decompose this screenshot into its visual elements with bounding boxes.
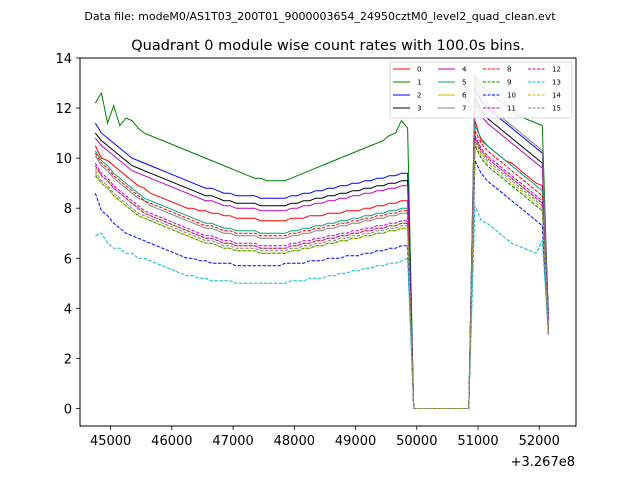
y-tick-label: 2 (64, 352, 72, 367)
legend-label-1: 1 (417, 79, 421, 87)
legend-label-5: 5 (462, 79, 466, 87)
legend-label-9: 9 (507, 79, 511, 87)
x-offset-label: +3.267e8 (511, 455, 575, 470)
y-tick-label: 6 (64, 252, 72, 267)
series-line-12 (94, 137, 549, 409)
chart-title: Quadrant 0 module wise count rates with … (131, 38, 525, 54)
legend-label-12: 12 (552, 66, 561, 74)
x-tick-label: 45000 (90, 434, 131, 449)
series-line-7 (94, 80, 549, 409)
series-line-15 (94, 140, 549, 409)
x-tick-label: 46000 (151, 434, 192, 449)
legend-label-0: 0 (417, 66, 421, 74)
y-tick-label: 8 (64, 202, 72, 217)
legend-label-3: 3 (417, 105, 421, 113)
y-tick-label: 10 (55, 152, 72, 167)
y-tick-label: 14 (55, 52, 72, 67)
x-tick-label: 50000 (396, 434, 437, 449)
x-tick-label: 51000 (457, 434, 498, 449)
legend-label-7: 7 (462, 105, 466, 113)
legend-label-4: 4 (462, 66, 467, 74)
x-tick-label: 48000 (274, 434, 315, 449)
y-axis: 0 2 4 6 8 10 12 14 (55, 52, 80, 417)
x-tick-label: 52000 (519, 434, 560, 449)
x-axis: 45000 46000 47000 48000 49000 50000 51000 52000 (90, 426, 560, 449)
legend-label-11: 11 (507, 105, 516, 113)
plot-area (94, 73, 549, 409)
legend-label-2: 2 (417, 92, 421, 100)
legend-label-13: 13 (552, 79, 561, 87)
series-line-11 (94, 135, 549, 409)
axes-frame (79, 57, 577, 427)
y-tick-label: 0 (64, 402, 72, 417)
x-tick-label: 47000 (212, 434, 253, 449)
legend-label-8: 8 (507, 66, 511, 74)
legend-label-6: 6 (462, 92, 467, 100)
legend-label-14: 14 (552, 92, 561, 100)
legend-label-15: 15 (552, 105, 561, 113)
legend-box (389, 61, 573, 119)
x-tick-label: 49000 (335, 434, 376, 449)
y-tick-label: 12 (55, 102, 72, 117)
y-tick-label: 4 (64, 302, 72, 317)
legend-label-10: 10 (507, 92, 516, 100)
suptitle: Data file: modeM0/AS1T03_200T01_90000036… (84, 10, 556, 23)
